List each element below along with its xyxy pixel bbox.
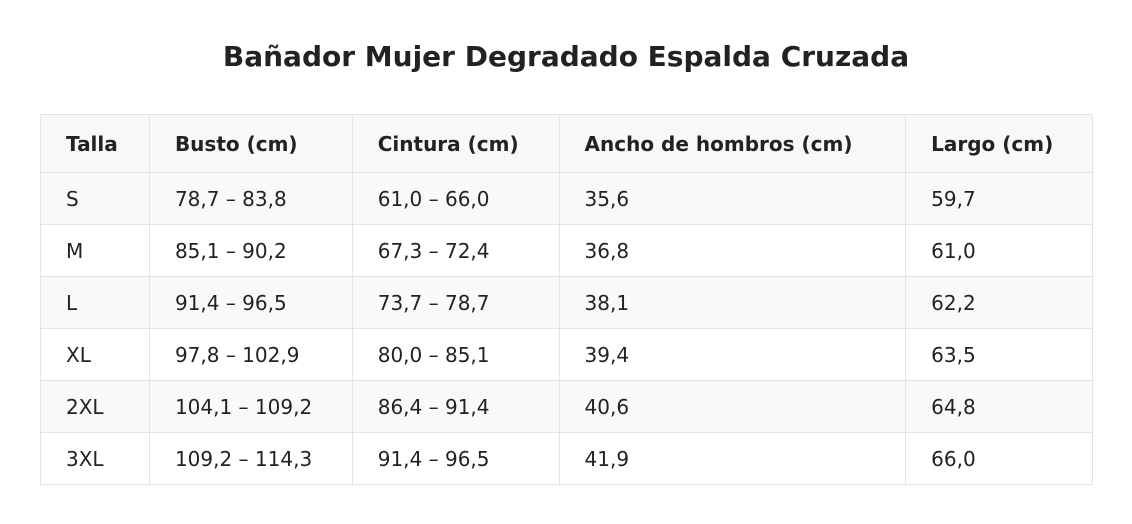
table-cell: 61,0 — [905, 224, 1093, 277]
column-header: Ancho de hombros (cm) — [558, 114, 907, 173]
table-cell: S — [40, 172, 150, 225]
table-cell: 40,6 — [558, 380, 907, 433]
table-cell: 109,2 – 114,3 — [148, 432, 353, 485]
table-cell: XL — [40, 328, 150, 381]
table-cell: 86,4 – 91,4 — [351, 380, 560, 433]
table-cell: 91,4 – 96,5 — [351, 432, 560, 485]
table-cell: 3XL — [40, 432, 150, 485]
table-cell: 91,4 – 96,5 — [148, 276, 353, 329]
table-cell: 36,8 — [558, 224, 907, 277]
column-header: Talla — [40, 114, 150, 173]
table-cell: 2XL — [40, 380, 150, 433]
table-row: M 85,1 – 90,2 67,3 – 72,4 36,8 61,0 — [40, 224, 1093, 277]
table-cell: 85,1 – 90,2 — [148, 224, 353, 277]
table-cell: 61,0 – 66,0 — [351, 172, 560, 225]
table-cell: 41,9 — [558, 432, 907, 485]
table-cell: 97,8 – 102,9 — [148, 328, 353, 381]
column-header: Busto (cm) — [148, 114, 353, 173]
table-body: S 78,7 – 83,8 61,0 – 66,0 35,6 59,7 M 85,1 – 9… — [40, 172, 1093, 485]
table-cell: 39,4 — [558, 328, 907, 381]
column-header: Cintura (cm) — [351, 114, 560, 173]
table-cell: 104,1 – 109,2 — [148, 380, 353, 433]
table-row: S 78,7 – 83,8 61,0 – 66,0 35,6 59,7 — [40, 172, 1093, 225]
title: Bañador Mujer Degradado Espalda Cruzada — [222, 40, 910, 73]
table-cell: 78,7 – 83,8 — [148, 172, 353, 225]
table-cell: 80,0 – 85,1 — [351, 328, 560, 381]
table-row: XL 97,8 – 102,9 80,0 – 85,1 39,4 63,5 — [40, 328, 1093, 381]
table-row: 2XL 104,1 – 109,2 86,4 – 91,4 40,6 64,8 — [40, 380, 1093, 433]
table-cell: M — [40, 224, 150, 277]
size-table: Talla Busto (cm) Cintura (cm) Ancho de homb… — [40, 114, 1093, 485]
table-cell: 35,6 — [558, 172, 907, 225]
table-cell: L — [40, 276, 150, 329]
table-cell: 63,5 — [905, 328, 1093, 381]
table-row: L 91,4 – 96,5 73,7 – 78,7 38,1 62,2 — [40, 276, 1093, 329]
table-cell: 38,1 — [558, 276, 907, 329]
table-cell: 59,7 — [905, 172, 1093, 225]
table-cell: 62,2 — [905, 276, 1093, 329]
header-row: Talla Busto (cm) Cintura (cm) Ancho de homb… — [40, 114, 1093, 173]
table-cell: 73,7 – 78,7 — [351, 276, 560, 329]
table-cell: 67,3 – 72,4 — [351, 224, 560, 277]
column-header: Largo (cm) — [905, 114, 1093, 173]
table-cell: 64,8 — [905, 380, 1093, 433]
table-row: 3XL 109,2 – 114,3 91,4 – 96,5 41,9 66,0 — [40, 432, 1093, 485]
table-cell: 66,0 — [905, 432, 1093, 485]
